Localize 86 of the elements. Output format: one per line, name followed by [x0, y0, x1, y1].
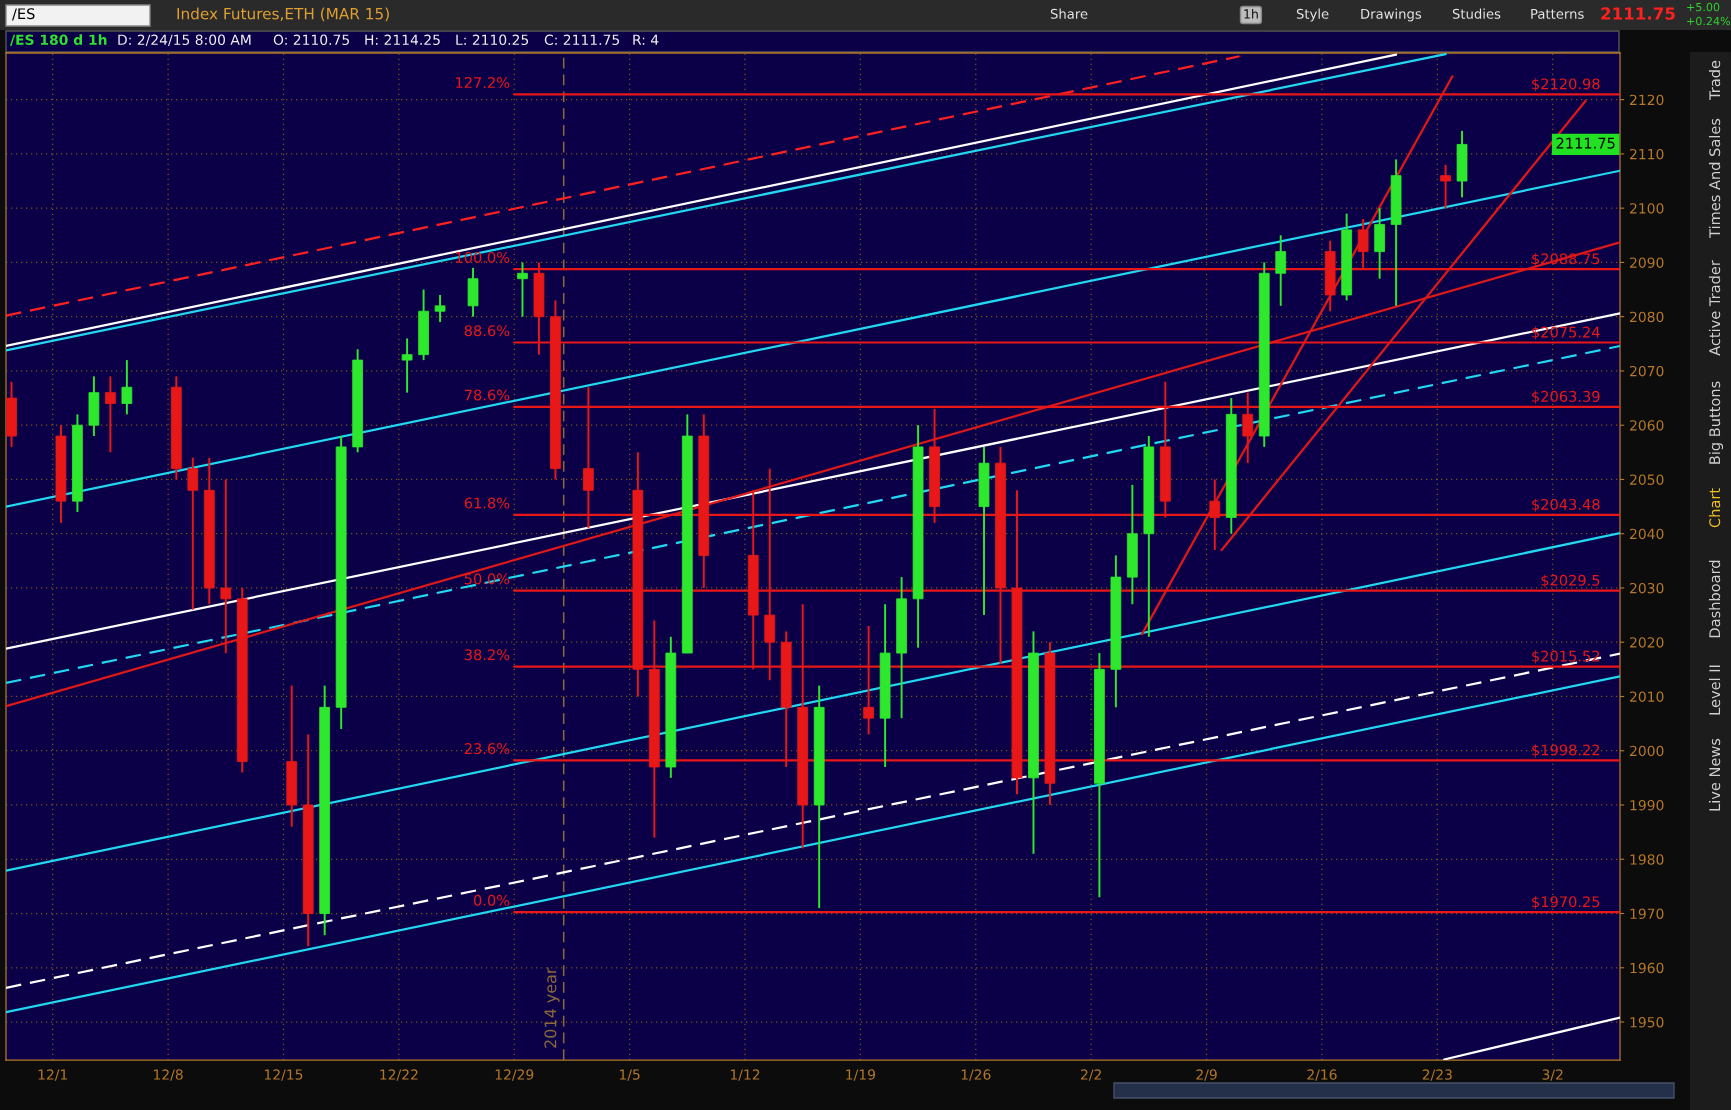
candlestick — [121, 359, 133, 416]
x-tick-label: 12/15 — [264, 1069, 303, 1081]
text: Active Trader — [1708, 260, 1721, 356]
text: Times And Sales — [1708, 118, 1721, 238]
annotation: 2111.75 — [1556, 137, 1615, 149]
y-tick-label: 2110 — [1630, 148, 1664, 160]
y-tick-label: 1970 — [1630, 908, 1664, 919]
y-tick-label: 2060 — [1630, 420, 1664, 431]
text: Level II — [1708, 665, 1721, 715]
text: Trade — [1708, 60, 1721, 100]
series-label: $1998.22 — [1532, 744, 1600, 758]
annotation: 38.2% — [464, 649, 510, 661]
y-tick-label: 2010 — [1630, 691, 1664, 702]
text: Patterns — [1531, 9, 1584, 19]
text: 1h — [1244, 8, 1258, 19]
annotation: 0.0% — [473, 894, 510, 906]
x-tick-label: 12/22 — [380, 1069, 418, 1081]
y-tick-label: 2050 — [1630, 474, 1664, 485]
x-tick-label: 1/12 — [730, 1069, 760, 1081]
x-tick-label: 1/5 — [619, 1069, 640, 1081]
text: Drawings — [1361, 8, 1422, 22]
y-tick-label: 2000 — [1630, 745, 1664, 757]
x-tick-label: 12/1 — [38, 1069, 68, 1081]
annotation: 88.6% — [464, 325, 510, 337]
annotation: 78.6% — [464, 389, 510, 401]
x-tick-label: 1/19 — [846, 1069, 876, 1081]
y-tick-label: 2070 — [1630, 365, 1664, 377]
y-tick-label: 2080 — [1630, 311, 1664, 323]
annotation: 127.2% — [456, 77, 510, 89]
text: Studies — [1452, 8, 1501, 19]
candlestick — [1275, 234, 1287, 307]
annotation: 61.8% — [464, 497, 510, 509]
candlestick — [1440, 163, 1451, 210]
text: +0.24% — [1687, 16, 1730, 26]
x-tick-label: 2/2 — [1081, 1069, 1101, 1081]
candlestick — [187, 456, 199, 611]
text: R: 4 — [633, 34, 659, 45]
candlestick — [517, 261, 528, 318]
annotation: 23.6% — [464, 743, 510, 755]
candlestick — [105, 375, 116, 454]
x-tick-label: 3/2 — [1542, 1069, 1563, 1081]
ref-line-label: 2014 year — [544, 967, 560, 1048]
x-tick-label: 12/8 — [154, 1069, 183, 1081]
candlestick — [401, 337, 413, 394]
text: Big Buttons — [1708, 381, 1724, 464]
y-tick-label: 1990 — [1630, 799, 1664, 811]
candlestick — [434, 294, 446, 324]
series-label: $2043.48 — [1532, 498, 1600, 512]
series-label: $2063.39 — [1532, 390, 1600, 404]
annotation: 100.0% — [456, 251, 510, 263]
y-tick-label: 2020 — [1630, 637, 1664, 648]
text: O: 2110.75 — [273, 34, 349, 46]
series-label: $2015.52 — [1532, 650, 1600, 664]
y-tick-label: 2100 — [1630, 203, 1664, 214]
x-tick-label: 12/29 — [495, 1069, 534, 1081]
x-tick-label: 1/26 — [961, 1069, 991, 1081]
y-tick-label: 2030 — [1630, 582, 1664, 594]
x-tick-label: 2/16 — [1307, 1069, 1337, 1081]
series-label: $2120.98 — [1532, 78, 1600, 92]
text: /ES — [12, 8, 35, 21]
text: H: 2114.25 — [365, 34, 440, 46]
text: 2111.75 — [1601, 7, 1675, 20]
text: L: 2110.25 — [456, 34, 529, 46]
text: Style — [1296, 8, 1329, 22]
text: D: 2/24/15 8:00 AM — [118, 34, 251, 47]
y-tick-label: 2090 — [1630, 257, 1664, 268]
candlestick — [220, 478, 232, 655]
x-tick-label: 2/23 — [1422, 1069, 1452, 1081]
text: Live News — [1708, 738, 1721, 811]
series-label: $1970.25 — [1532, 895, 1600, 910]
y-tick-label: 2040 — [1630, 528, 1664, 540]
y-tick-label: 1960 — [1630, 962, 1664, 974]
series-label: $2029.5 — [1541, 574, 1600, 588]
text: /ES 180 d 1h — [10, 34, 107, 47]
y-tick-label: 1980 — [1630, 854, 1664, 865]
text: +5.00 — [1687, 2, 1720, 12]
annotation: 50.0% — [464, 573, 510, 585]
chart-title: Index Futures,ETH (MAR 15) — [177, 7, 389, 22]
y-tick-label: 1950 — [1630, 1016, 1664, 1028]
text: Chart — [1708, 488, 1721, 528]
text: Dashboard — [1708, 560, 1721, 638]
series-label: $2075.24 — [1532, 326, 1600, 340]
text: Share — [1050, 8, 1088, 19]
x-tick-label: 2/9 — [1196, 1069, 1217, 1081]
text: C: 2111.75 — [544, 34, 620, 46]
y-tick-label: 2120 — [1630, 94, 1664, 106]
